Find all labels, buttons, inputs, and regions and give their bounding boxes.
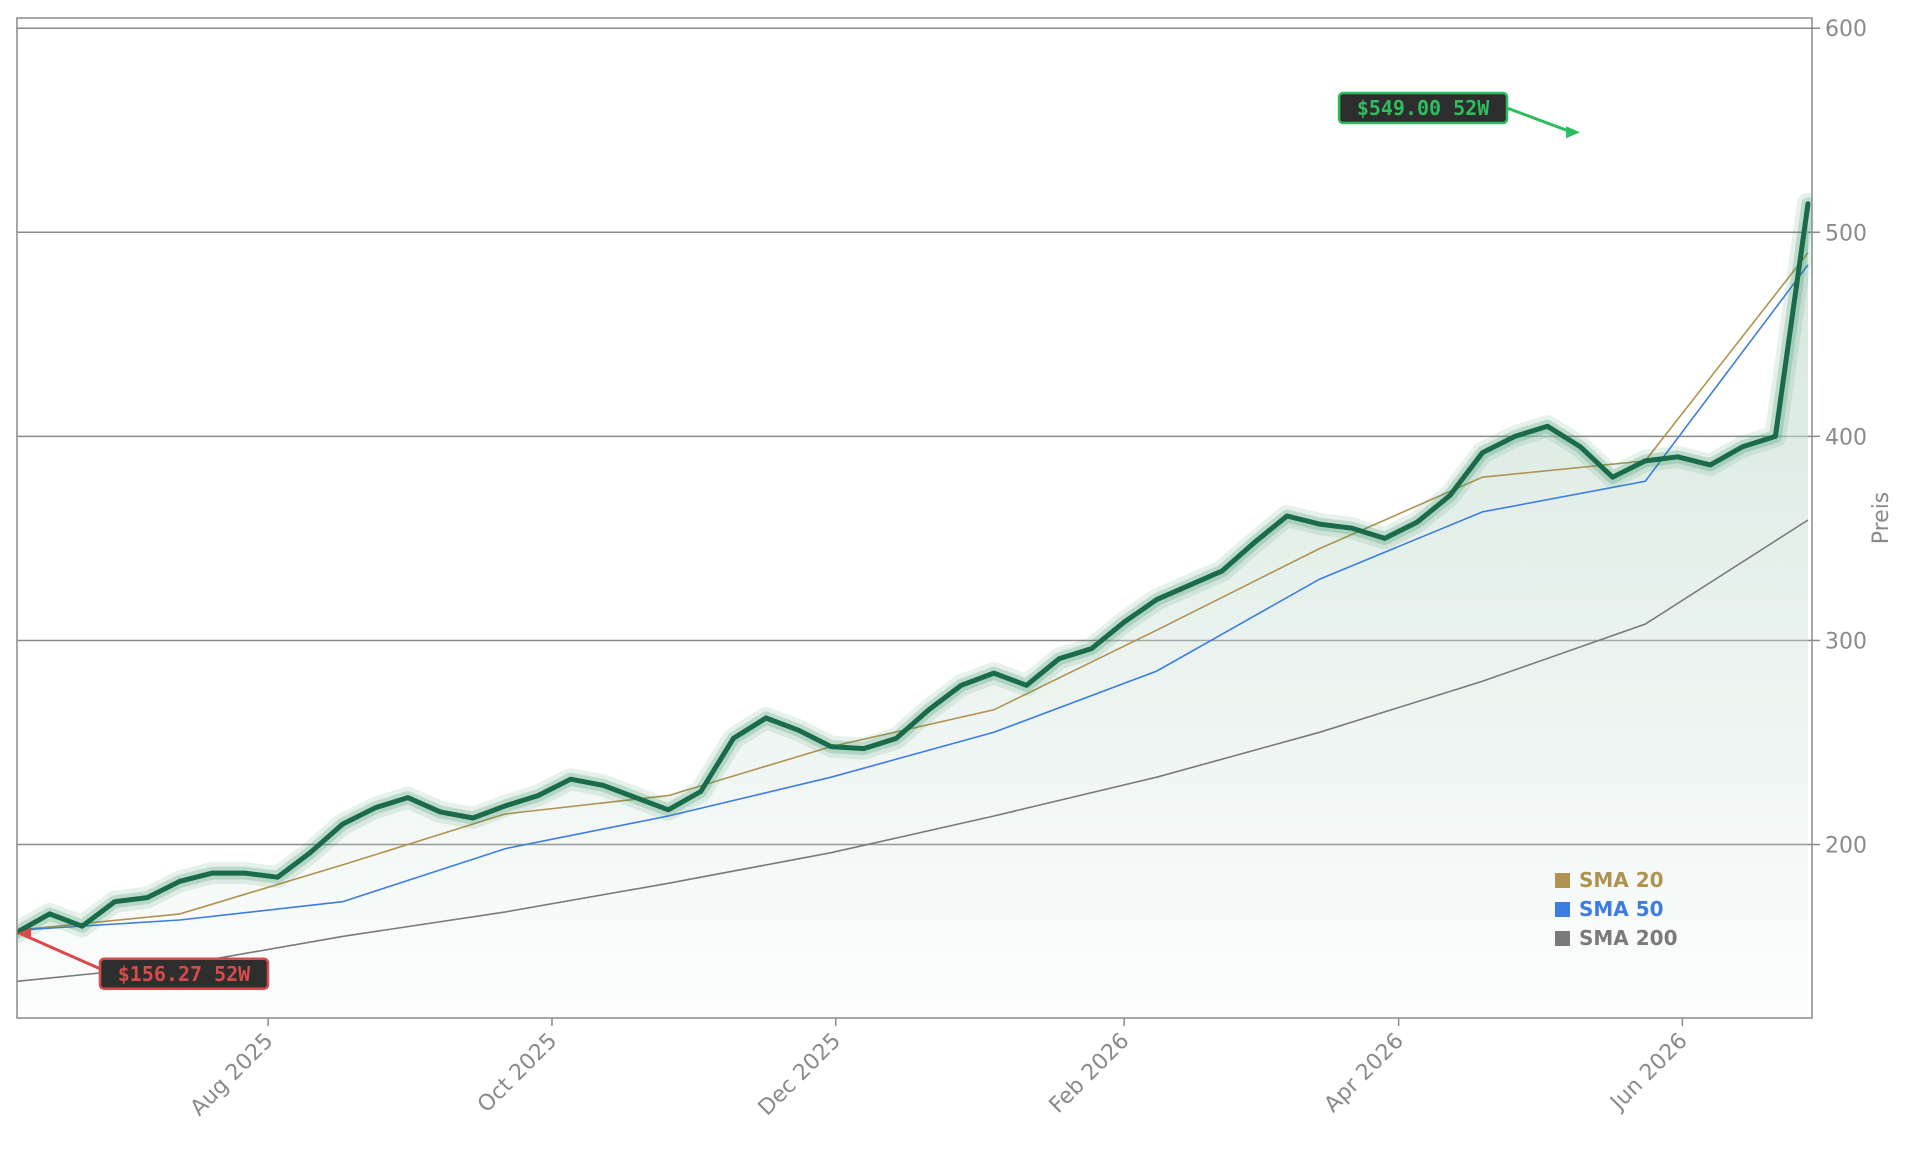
legend-label-2: SMA 200 [1579, 926, 1678, 950]
price-point-53 [1740, 444, 1746, 449]
price-point-44 [1447, 493, 1453, 498]
price-point-22 [731, 736, 736, 741]
x-axis: Aug 2025 Oct 2025 Dec 2025 Feb 2026 Apr 2026… [186, 1018, 1693, 1121]
price-point-28 [926, 707, 931, 713]
price-point-25 [828, 744, 834, 749]
series-line-sma-20 [17, 252, 1809, 931]
price-point-49 [1610, 474, 1615, 480]
y-axis-title: Preis [1869, 492, 1894, 545]
x-tick-label-0: Aug 2025 [186, 1029, 279, 1122]
annotations: $156.27 52W $549.00 52W [17, 91, 1581, 991]
price-point-18 [600, 783, 606, 788]
annotation-label-low: $156.27 52W [118, 962, 251, 986]
price-point-34 [1121, 619, 1127, 625]
price-point-51 [1675, 454, 1680, 459]
price-point-6 [210, 870, 215, 876]
series-line-price [17, 201, 1811, 935]
price-point-3 [112, 899, 117, 904]
price-point-14 [470, 815, 476, 821]
price-point-47 [1545, 423, 1550, 429]
price-area [17, 203, 1808, 1018]
annotation-arrow-high [1506, 106, 1573, 134]
annotation-box-low [98, 957, 270, 991]
price-point-12 [405, 795, 410, 800]
price-point-23 [763, 715, 769, 721]
price-point-11 [373, 805, 378, 810]
series-line-sma-50 [17, 264, 1809, 931]
legend-label-0: SMA 20 [1579, 868, 1664, 892]
price-point-1 [47, 911, 52, 917]
price-point-39 [1284, 513, 1290, 519]
price-point-33 [1089, 646, 1094, 651]
legend-swatch-1 [1555, 902, 1570, 917]
price-point-37 [1219, 568, 1225, 574]
price-point-21 [698, 789, 704, 794]
price-point-55 [1805, 201, 1811, 206]
price-point-2 [79, 923, 85, 929]
price-point-32 [1056, 656, 1062, 662]
legend-swatch-0 [1555, 873, 1570, 888]
price-point-40 [1317, 521, 1322, 527]
price-point-19 [633, 795, 638, 800]
y-tick-label-500: 500 [1825, 221, 1867, 246]
y-tick-label-300: 300 [1825, 629, 1867, 654]
legend-swatch-2 [1555, 931, 1570, 946]
price-point-5 [177, 879, 183, 884]
price-point-46 [1512, 434, 1518, 439]
price-line [17, 192, 1812, 944]
annotation-arrow-low [22, 933, 101, 971]
x-tick-label-1: Oct 2025 [473, 1029, 562, 1118]
price-point-20 [666, 807, 671, 813]
price-point-54 [1773, 434, 1778, 439]
y-tick-label-600: 600 [1825, 17, 1867, 42]
price-point-42 [1382, 536, 1387, 541]
x-tick-label-2: Dec 2025 [754, 1029, 846, 1121]
plot-border [16, 17, 1813, 1019]
legend: SMA 20 SMA 50 SMA 200 [1555, 868, 1678, 950]
price-point-27 [894, 736, 899, 741]
price-point-30 [991, 670, 997, 676]
y-tick-label-400: 400 [1825, 425, 1867, 450]
price-point-17 [568, 777, 573, 782]
price-point-4 [145, 895, 150, 900]
price-point-35 [1154, 597, 1159, 602]
x-tick-label-3: Feb 2026 [1045, 1029, 1135, 1119]
annotation-box-high [1337, 91, 1509, 125]
price-point-43 [1415, 519, 1420, 525]
price-point-36 [1187, 583, 1192, 588]
price-point-52 [1708, 462, 1713, 468]
price-point-15 [503, 803, 508, 808]
y-axis: 200 300 400 500 600 [1812, 17, 1867, 859]
price-point-29 [959, 683, 964, 688]
legend-label-1: SMA 50 [1579, 897, 1664, 921]
price-point-48 [1577, 444, 1583, 449]
annotation-label-high: $549.00 52W [1357, 96, 1490, 120]
price-point-8 [275, 874, 280, 880]
price-point-45 [1480, 450, 1485, 455]
x-tick-label-5: Jun 2026 [1605, 1029, 1693, 1117]
plot-frame [16, 17, 1813, 1019]
price-point-38 [1252, 540, 1257, 545]
price-point-10 [340, 821, 345, 827]
price-point-41 [1349, 526, 1355, 531]
price-point-9 [307, 850, 313, 855]
price-point-16 [535, 793, 541, 798]
price-point-7 [242, 870, 248, 876]
price-point-31 [1024, 683, 1029, 688]
price-area-fill [17, 203, 1808, 1018]
price-point-26 [861, 746, 866, 751]
annotation-arrow-high-head [1566, 126, 1581, 139]
x-tick-label-4: Apr 2026 [1320, 1029, 1409, 1118]
price-point-13 [438, 809, 443, 815]
price-point-24 [796, 728, 801, 733]
price-point-50 [1642, 458, 1648, 464]
annotation-arrow-low-head [17, 927, 31, 940]
series-line-sma-200 [17, 519, 1809, 983]
sma-lines [17, 252, 1809, 983]
y-tick-label-200: 200 [1825, 834, 1867, 859]
